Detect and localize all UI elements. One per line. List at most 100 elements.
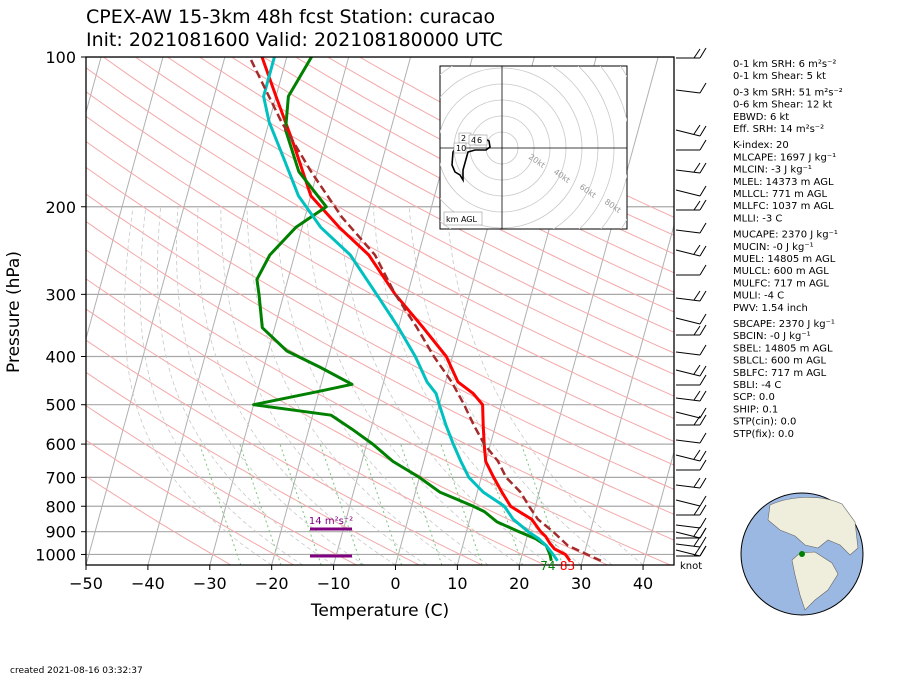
wind-barb-staff — [675, 499, 701, 507]
indices-panel: 0-1 km SRH: 6 m²s⁻²0-1 km Shear: 5 kt 0-3… — [733, 59, 843, 440]
y-tick-label: 500 — [45, 396, 76, 415]
moist-adiabat — [124, 206, 272, 565]
index-line: MULFC: 717 m AGL — [733, 278, 829, 289]
wind-barb-flag — [699, 432, 707, 444]
hodograph-height-box — [474, 134, 488, 146]
plot-inner: 14 m²s⁻² — [86, 57, 674, 565]
surface-dewpoint-label: 74 — [540, 559, 555, 573]
y-tick-label: 300 — [45, 285, 76, 304]
dry-adiabat — [103, 57, 674, 375]
index-line: MUCIN: -0 J kg⁻¹ — [733, 242, 814, 253]
index-line: MLLCL: 771 m AGL — [733, 189, 827, 200]
plot-frame — [85, 56, 675, 566]
index-line: MLCAPE: 1697 J kg⁻¹ — [733, 152, 836, 163]
mixing-ratio-line — [440, 443, 483, 565]
index-line: Eff. SRH: 14 m²s⁻² — [733, 124, 824, 135]
x-tick-label: −50 — [69, 574, 103, 593]
index-line: 0-1 km SRH: 6 m²s⁻² — [733, 59, 836, 70]
wind-barb-staff — [675, 454, 701, 462]
mixing-ratio-line — [400, 443, 443, 565]
moist-adiabat — [156, 206, 334, 565]
dry-adiabat — [86, 193, 674, 515]
wind-barb-staff — [675, 484, 701, 489]
y-tick-label: 700 — [45, 468, 76, 487]
wind-barb-flag — [699, 477, 707, 489]
index-line: SBCIN: -0 J kg⁻¹ — [733, 331, 811, 342]
index-line: SHIP: 0.1 — [733, 404, 778, 415]
hodograph-legend: km AGL — [446, 215, 478, 224]
dry-adiabat — [263, 57, 674, 274]
x-tick-label: −30 — [193, 574, 227, 593]
dry-adiabat — [86, 115, 674, 443]
moist-adiabat — [197, 206, 396, 565]
dry-adiabat — [86, 249, 671, 565]
series-dewpoint — [252, 57, 553, 562]
moist-adiabat — [176, 206, 365, 565]
wind-barb-flag — [693, 325, 701, 336]
y-axis-label: Pressure (hPa) — [4, 251, 24, 373]
hodograph-height-label: 10 — [456, 144, 466, 153]
wind-barb-flag — [693, 124, 701, 135]
wind-barb-flag — [699, 545, 707, 557]
dry-adiabat — [86, 405, 357, 565]
hodograph-legend-box — [443, 211, 483, 226]
x-tick-label: 20 — [509, 574, 529, 593]
wind-barb-flag — [699, 390, 707, 402]
index-line: SBLCL: 600 m AGL — [733, 356, 826, 367]
knot-label: knot — [680, 561, 702, 572]
hodograph-height-label: 4 — [471, 136, 476, 145]
hodograph-height-box — [453, 142, 467, 154]
moist-adiabat — [408, 206, 613, 565]
wind-barb-flag — [699, 82, 707, 94]
wind-barb-flag — [693, 477, 701, 488]
surface-temperature-label: 83 — [560, 559, 575, 573]
wind-barb-flag — [699, 517, 707, 529]
isotherm-line — [209, 57, 350, 565]
index-line: MUCAPE: 2370 J kg⁻¹ — [733, 230, 838, 241]
index-line: MLCIN: -3 J kg⁻¹ — [733, 165, 812, 176]
dry-adiabat — [135, 57, 674, 354]
mixing-ratio-line — [199, 443, 242, 565]
wind-barb-flag — [699, 245, 707, 257]
moist-adiabat — [338, 206, 551, 565]
wind-barb-staff — [675, 411, 701, 419]
wind-barb-flag — [699, 47, 707, 59]
dry-adiabat — [86, 439, 294, 565]
mixing-ratio-line — [279, 443, 322, 565]
wind-barb-staff — [675, 397, 701, 402]
series-parcel — [248, 57, 602, 562]
wind-barb-flag — [699, 450, 707, 462]
globe-north-america — [767, 497, 859, 556]
mixing-ratio-line — [359, 443, 403, 565]
wind-barb-staff — [675, 531, 701, 539]
index-line: MLLI: -3 C — [733, 213, 782, 224]
mixing-ratio-line — [319, 443, 362, 565]
index-line: SBCAPE: 2370 J kg⁻¹ — [733, 319, 835, 330]
wind-barb-flag — [699, 374, 707, 386]
wind-barb-flag — [699, 407, 707, 419]
wind-barb-staff — [675, 169, 701, 174]
plot-area: 14 m²s⁻² 74 83 knot −50 −40 −30 −20 −10 0 10 20 30 40… — [35, 48, 702, 593]
index-line: MUEL: 14805 m AGL — [733, 254, 836, 265]
index-line: SBLFC: 717 m AGL — [733, 368, 827, 379]
y-tick-label: 800 — [45, 497, 76, 516]
wind-barb-flag — [699, 264, 707, 276]
isotherm-line — [86, 57, 226, 565]
series-wet-bulb — [262, 57, 559, 562]
index-line: PWV: 1.54 inch — [733, 303, 808, 314]
wind-barb-staff — [675, 543, 701, 548]
moist-adiabat — [446, 206, 644, 565]
dry-adiabat — [86, 339, 483, 565]
x-axis-label: Temperature (C) — [310, 601, 449, 621]
y-tick-label: 200 — [45, 198, 76, 217]
wind-barb-flag — [693, 48, 701, 59]
dry-adiabat — [86, 140, 674, 466]
x-tick-label: 10 — [447, 574, 467, 593]
chart-title-line1: CPEX-AW 15-3km 48h fcst Station: curacao — [86, 6, 495, 28]
index-line: MLLFC: 1037 m AGL — [733, 201, 834, 212]
wind-barb-flag — [699, 313, 707, 325]
isotherm-line — [518, 57, 659, 565]
wind-barb-staff — [675, 229, 701, 234]
